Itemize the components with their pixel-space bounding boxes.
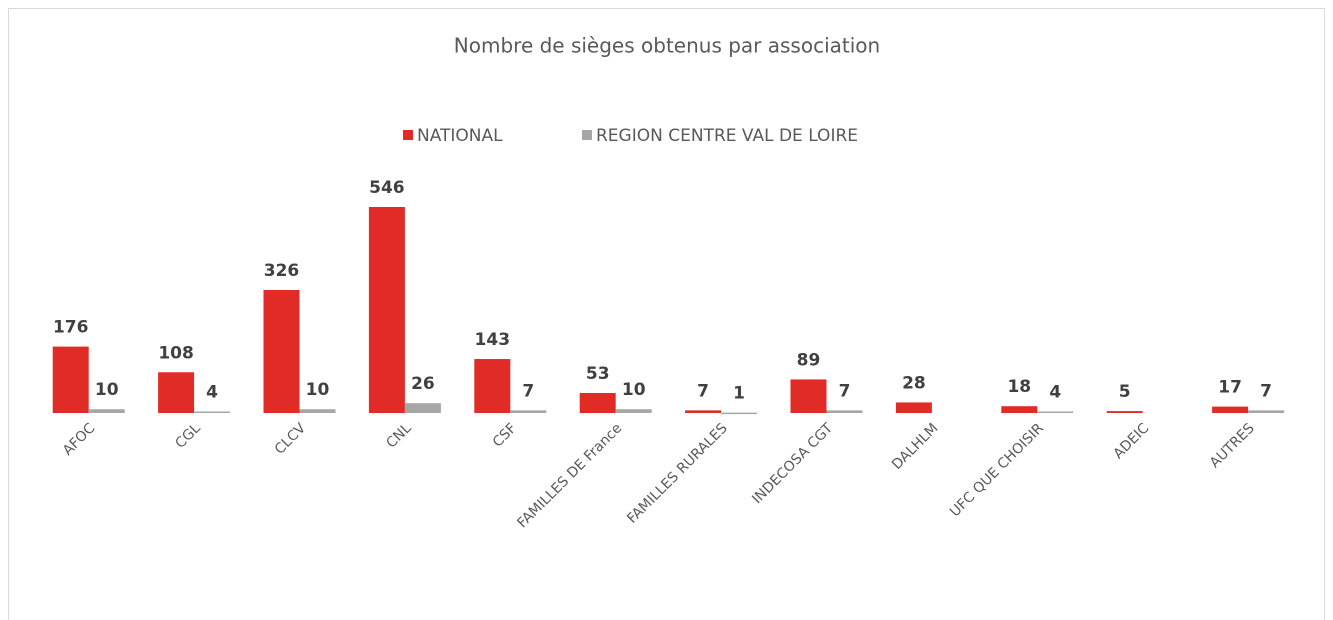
legend-swatch: [403, 130, 413, 140]
bar: [404, 403, 441, 413]
bar: [194, 411, 231, 413]
bar: [52, 346, 89, 413]
bar: [1001, 406, 1038, 413]
bar: [826, 410, 863, 413]
value-label: 10: [306, 380, 330, 400]
bar: [1248, 410, 1285, 413]
value-label: 7: [1260, 381, 1272, 401]
value-label: 53: [586, 364, 610, 384]
value-label: 18: [1007, 377, 1031, 397]
bar: [1212, 406, 1249, 413]
bar: [368, 207, 405, 413]
value-label: 7: [697, 381, 709, 401]
legend-label: REGION CENTRE VAL DE LOIRE: [596, 126, 858, 146]
value-label: 10: [95, 380, 119, 400]
bar: [88, 409, 125, 413]
bar: [790, 379, 827, 413]
value-label: 7: [839, 381, 851, 401]
bar: [1106, 411, 1143, 413]
value-label: 28: [902, 373, 926, 393]
bar: [685, 410, 722, 413]
value-label: 143: [475, 330, 511, 350]
bar: [721, 412, 758, 415]
bar: [299, 409, 336, 413]
value-label: 5: [1119, 382, 1131, 402]
legend-label: NATIONAL: [417, 126, 503, 146]
value-label: 17: [1218, 378, 1242, 398]
value-label: 4: [206, 382, 218, 402]
value-label: 1: [733, 384, 745, 404]
chart-title: Nombre de sièges obtenus par association: [454, 34, 880, 58]
bar: [158, 372, 195, 413]
legend-swatch: [582, 130, 592, 140]
value-label: 326: [264, 261, 300, 281]
bar: [579, 393, 616, 413]
value-label: 108: [158, 343, 194, 363]
bar: [474, 359, 511, 413]
bar: [615, 409, 652, 413]
chart-border: [8, 8, 1325, 620]
value-label: 26: [411, 374, 435, 394]
value-label: 546: [369, 178, 405, 198]
bar: [510, 410, 547, 413]
bar: [263, 290, 300, 413]
value-label: 176: [53, 318, 89, 338]
bar: [1037, 411, 1074, 413]
value-label: 89: [797, 350, 821, 370]
bar: [895, 402, 932, 413]
value-label: 7: [522, 381, 534, 401]
value-label: 10: [622, 380, 646, 400]
value-label: 4: [1049, 382, 1061, 402]
